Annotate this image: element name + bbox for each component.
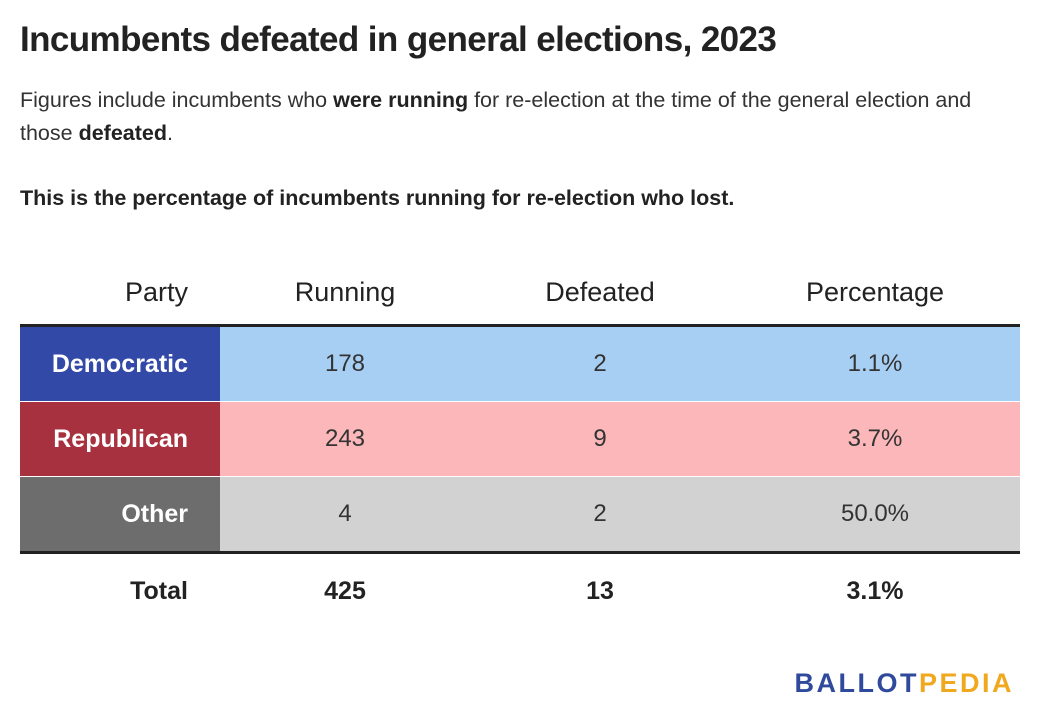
description-bold-2: defeated — [78, 121, 167, 145]
results-table: Party Running Defeated Percentage Democr… — [20, 260, 1020, 628]
defeated-value: 9 — [593, 425, 607, 452]
description-text-3: . — [167, 121, 173, 145]
total-label: Total — [130, 576, 188, 605]
table-total-row: Total 425 13 3.1% — [20, 554, 1020, 628]
table-header-row: Party Running Defeated Percentage — [20, 260, 1020, 324]
chart-description: Figures include incumbents who were runn… — [20, 84, 1020, 150]
running-value: 178 — [324, 350, 366, 377]
description-text-1: Figures include incumbents who — [20, 88, 334, 112]
logo-ballot-text: BALLOT — [794, 668, 919, 698]
header-defeated: Defeated — [545, 276, 655, 307]
defeated-value: 2 — [593, 500, 607, 527]
total-percentage-value: 3.1% — [846, 576, 904, 605]
header-running: Running — [294, 276, 396, 307]
table-row-democratic: Democratic 178 2 1.1% — [20, 327, 1020, 401]
description-text-2: for re-election at the time of the gener… — [20, 88, 972, 145]
party-label-democratic: Democratic — [20, 327, 220, 401]
total-running-value: 425 — [324, 576, 366, 605]
ballotpedia-logo: BALLOTPEDIA — [794, 668, 1014, 699]
party-label-republican: Republican — [20, 402, 220, 476]
chart-title: Incumbents defeated in general elections… — [20, 20, 777, 59]
running-value: 243 — [324, 425, 366, 452]
table-body: Democratic 178 2 1.1% Republican 243 9 3… — [20, 324, 1020, 554]
percentage-value: 3.7% — [847, 425, 903, 452]
total-defeated-value: 13 — [586, 576, 614, 605]
table-row-other: Other 4 2 50.0% — [20, 476, 1020, 551]
table-row-republican: Republican 243 9 3.7% — [20, 401, 1020, 476]
header-party: Party — [124, 276, 188, 307]
description-bold-1: were running — [333, 88, 469, 112]
logo-pedia-text: PEDIA — [918, 668, 1014, 698]
percentage-value: 50.0% — [840, 500, 910, 527]
defeated-value: 2 — [593, 350, 607, 377]
header-percentage: Percentage — [805, 276, 945, 307]
chart-note: This is the percentage of incumbents run… — [20, 186, 735, 210]
running-value: 4 — [338, 500, 352, 527]
party-label-other: Other — [20, 477, 220, 551]
percentage-value: 1.1% — [847, 350, 903, 377]
